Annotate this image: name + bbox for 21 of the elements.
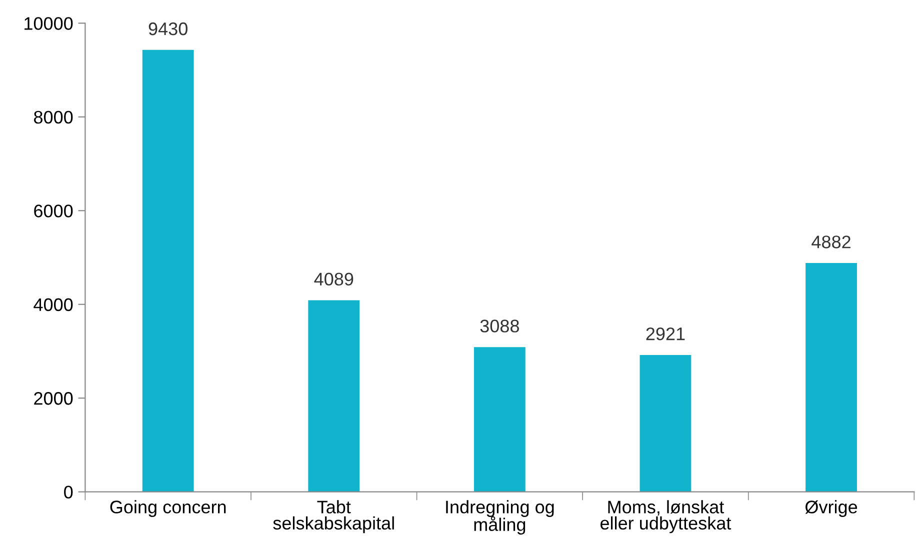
bar bbox=[806, 263, 857, 492]
data-label: 4089 bbox=[314, 272, 354, 286]
y-tick-label: 2000 bbox=[34, 392, 73, 405]
bar bbox=[308, 300, 360, 492]
data-label: 9430 bbox=[148, 22, 188, 36]
y-tick-label: 8000 bbox=[34, 110, 73, 124]
bar bbox=[474, 347, 526, 492]
y-tick-label: 10000 bbox=[24, 17, 73, 30]
data-label: 4882 bbox=[812, 236, 850, 248]
bar bbox=[640, 354, 692, 492]
x-tick-label: Tabt selskabskapital bbox=[273, 500, 394, 534]
bar bbox=[142, 50, 194, 492]
x-tick-label: Moms, lønskat eller udbytteskat bbox=[600, 500, 732, 534]
x-tick-label: Indregning og måling bbox=[446, 500, 554, 535]
x-tick-label: Øvrige bbox=[805, 500, 858, 517]
y-tick-label: 4000 bbox=[34, 298, 73, 312]
x-tick-label: Going concern bbox=[110, 500, 226, 517]
y-tick-label: 6000 bbox=[34, 204, 73, 218]
data-label: 2921 bbox=[646, 327, 685, 340]
y-tick-label: 0 bbox=[64, 486, 73, 499]
data-label: 3088 bbox=[480, 320, 519, 332]
